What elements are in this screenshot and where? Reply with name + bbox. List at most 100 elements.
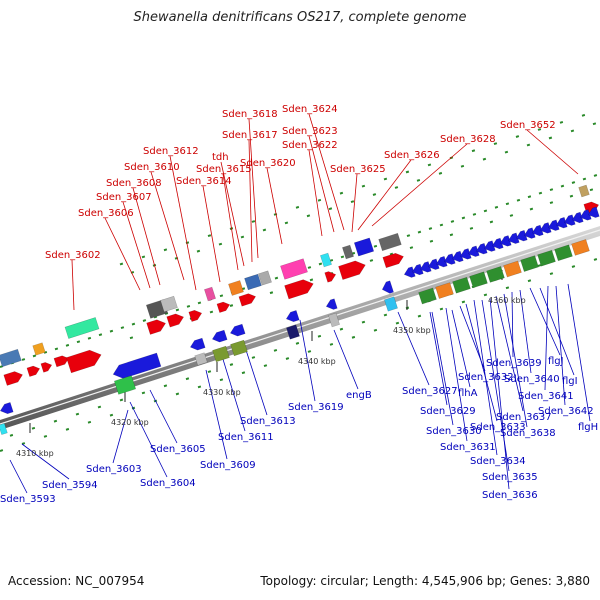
tick-dot-mid <box>529 207 534 211</box>
label-leader-line <box>266 167 283 245</box>
reverse-gene-arrow <box>475 242 488 255</box>
gene-label-forward: Sden_3602 <box>45 250 101 261</box>
feature-box <box>0 348 22 368</box>
tick-dot-upper <box>482 157 487 161</box>
gene-label-forward: Sden_3628 <box>440 134 496 145</box>
tick-dot-lower <box>31 426 36 430</box>
tick-dot-lower <box>483 293 488 297</box>
forward-gene-arrow <box>338 260 366 280</box>
tick-dot-lower <box>175 392 180 396</box>
gene-label-reverse: Sden_3636 <box>482 490 538 501</box>
gene-label-forward: Sden_3618 <box>222 109 278 120</box>
label-leader-line <box>333 329 359 390</box>
tick-dot-upper <box>548 136 553 140</box>
tick-dot-lower <box>207 370 212 374</box>
gene-label-forward: Sden_3615 <box>196 164 252 175</box>
gene-label-reverse: Sden_3634 <box>470 456 526 467</box>
label-leader-line <box>526 129 579 175</box>
label-leader-line <box>511 291 514 358</box>
label-leader-line <box>169 155 197 291</box>
label-leader-line <box>445 307 468 442</box>
gene-label-forward: Sden_3620 <box>240 158 296 169</box>
feature-box <box>32 342 46 356</box>
tick-dot-lower <box>219 378 224 382</box>
tick-dot-upper <box>372 193 377 196</box>
gene-label-reverse: Sden_3619 <box>288 402 344 413</box>
tick-dot-upper <box>306 214 311 218</box>
tick-dot-lower <box>339 327 344 331</box>
tick-dot-mid <box>142 319 147 322</box>
label-leader-line <box>357 159 412 231</box>
label-leader-line <box>308 113 345 231</box>
gene-label-reverse: flhA <box>458 388 478 399</box>
gene-label-forward: Sden_3612 <box>143 146 199 157</box>
tick-dot-lower <box>329 342 334 346</box>
gene-label-forward: Sden_3626 <box>384 150 440 161</box>
tick-dot-upper <box>284 221 289 225</box>
gene-label-forward: Sden_3610 <box>124 162 180 173</box>
feature-box <box>578 184 590 198</box>
tick-dot-mid <box>186 304 191 308</box>
tick-dot-lower <box>439 307 444 311</box>
label-leader-line <box>473 299 498 456</box>
tick-dot-lower <box>163 384 168 388</box>
label-leader-line <box>429 311 448 406</box>
feature-box <box>342 244 354 260</box>
gene-label-forward: Sden_3623 <box>282 126 338 137</box>
forward-gene-arrow <box>284 279 314 300</box>
tick-dot-mid <box>483 209 488 213</box>
reverse-gene-arrow <box>0 402 14 415</box>
tick-dot-mid <box>569 194 574 198</box>
tick-dot-lower <box>21 442 26 445</box>
reverse-gene-arrow <box>285 310 300 323</box>
gene-label-forward: Sden_3614 <box>176 176 232 187</box>
tick-dot-lower <box>197 385 202 389</box>
tick-dot-mid <box>131 322 136 326</box>
tick-dot-mid <box>87 336 92 340</box>
backbone-highlight <box>0 229 600 425</box>
reverse-gene-arrow <box>435 255 448 268</box>
gene-label-reverse: Sden_3641 <box>518 391 574 402</box>
gene-label-forward: Sden_3607 <box>96 192 152 203</box>
feature-box <box>160 295 178 313</box>
label-leader-line <box>245 349 268 416</box>
tick-dot-upper <box>328 207 333 211</box>
reverse-gene-arrow <box>539 222 552 234</box>
forward-gene-arrow <box>3 371 23 386</box>
feature-box <box>228 280 244 296</box>
label-leader-line <box>222 173 239 271</box>
feature-box <box>384 296 398 312</box>
label-leader-line <box>149 389 178 444</box>
tick-dot-mid <box>129 336 134 340</box>
reverse-gene-arrow <box>555 216 568 229</box>
tick-dot-lower <box>109 413 114 417</box>
reverse-gene-arrow <box>403 266 416 278</box>
gene-label-reverse: Sden_3642 <box>538 406 594 417</box>
forward-gene-arrow <box>40 362 53 373</box>
tick-dot-lower <box>229 363 234 366</box>
scale-label: 4320 kbp <box>111 418 149 427</box>
tick-dot-mid <box>494 205 499 209</box>
label-leader-line <box>519 289 532 374</box>
tick-dot-lower <box>351 335 356 339</box>
tick-dot-lower <box>0 449 4 452</box>
tick-dot-mid <box>120 326 125 330</box>
tick-dot-mid <box>461 216 466 220</box>
label-leader-line <box>248 118 259 259</box>
gene-label-reverse: Sden_3631 <box>440 442 496 453</box>
tick-dot-mid <box>329 258 334 262</box>
forward-gene-arrow <box>324 271 337 283</box>
tick-dot-mid <box>32 354 37 358</box>
gene-label-reverse: Sden_3604 <box>140 478 196 489</box>
gene-label-reverse: engB <box>346 390 372 401</box>
tick-dot-mid <box>164 312 169 315</box>
label-leader-line <box>150 171 185 281</box>
feature-box <box>0 423 8 435</box>
gene-label-reverse: flgJ <box>548 356 564 367</box>
tick-dot-upper <box>383 177 388 181</box>
label-leader-line <box>529 287 561 356</box>
tick-dot-upper <box>119 262 124 266</box>
forward-gene-arrow <box>216 301 231 313</box>
reverse-gene-arrow <box>427 258 440 270</box>
